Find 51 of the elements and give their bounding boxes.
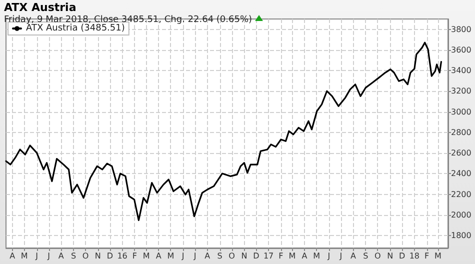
x-tick-label: O [82,252,89,260]
y-tick-label: 3000 [451,107,472,116]
x-tick-label: N [241,252,248,260]
x-tick-label: A [156,252,162,260]
chart-title: ATX Austria [4,1,78,14]
x-tick-label: 17 [263,252,274,260]
x-tick-label: M [20,252,28,260]
chart-subtitle: Friday, 9 Mar 2018, Close 3485.51, Chg. 22.64 (0.65%) [4,15,252,25]
x-tick-label: N [387,252,394,260]
x-tick-label: M [142,252,150,260]
x-tick-label: S [217,252,222,260]
x-tick-label: 18 [409,252,420,260]
x-tick-label: M [167,252,174,260]
y-tick-label: 2400 [451,169,472,178]
y-tick-label: 2200 [451,190,472,199]
x-tick-label: A [302,252,308,260]
x-tick-label: A [58,252,64,260]
x-tick-label: M [434,252,442,260]
x-tick-label: S [71,252,76,260]
x-tick-label: J [338,252,342,260]
legend-label: ATX Austria (3485.51) [26,24,125,34]
x-tick-label: M [313,252,320,260]
y-tick-label: 2000 [451,210,472,220]
x-tick-label: O [374,252,381,260]
x-tick-label: J [192,252,196,260]
x-tick-label: J [46,252,50,260]
y-tick-label: 3800 [451,24,472,34]
y-tick-label: 2600 [451,148,472,158]
y-tick-label: 3400 [451,66,472,76]
y-tick-label: 3600 [451,45,472,54]
line-series [5,42,442,222]
x-tick-label: F [278,252,284,260]
y-tick-label: 2800 [451,128,472,137]
y-tick-label: 3200 [451,86,472,96]
y-tick-label: 1800 [451,231,472,240]
x-tick-label: F [132,252,138,260]
x-tick-label: F [424,252,430,260]
x-tick-label: D [253,252,260,260]
x-tick-label: O [228,252,235,260]
x-tick-label: D [398,252,406,260]
x-tick-label: D [106,252,113,260]
x-tick-label: J [180,252,184,260]
x-tick-label: A [10,252,16,260]
x-tick-label: M [288,252,296,260]
x-tick-label: A [350,252,357,260]
x-tick-label: J [34,252,38,260]
x-tick-label: A [204,252,211,260]
x-tick-label: N [94,252,101,260]
x-tick-label: J [326,252,330,260]
x-tick-label: S [363,252,368,260]
x-tick-label: 16 [117,252,128,260]
